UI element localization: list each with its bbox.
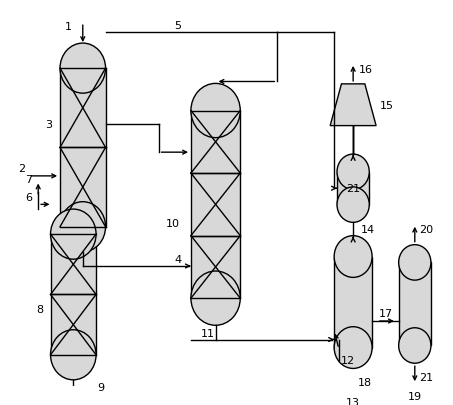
- Text: 10: 10: [165, 219, 179, 229]
- Text: 8: 8: [36, 304, 43, 314]
- Text: 14: 14: [361, 224, 375, 234]
- Polygon shape: [330, 85, 376, 126]
- Ellipse shape: [399, 245, 431, 280]
- Text: 4: 4: [174, 255, 181, 265]
- Text: 12: 12: [341, 356, 355, 365]
- Ellipse shape: [60, 202, 106, 252]
- Text: 20: 20: [419, 225, 434, 235]
- Bar: [51, 234, 96, 355]
- Text: 16: 16: [359, 64, 373, 75]
- Text: 6: 6: [25, 192, 33, 202]
- Text: 21: 21: [419, 372, 434, 382]
- Bar: [60, 69, 106, 227]
- Ellipse shape: [399, 328, 431, 363]
- Text: 21: 21: [346, 184, 360, 194]
- Ellipse shape: [334, 236, 372, 278]
- Text: 11: 11: [200, 328, 214, 338]
- Text: 17: 17: [378, 309, 392, 319]
- Text: 15: 15: [380, 100, 394, 111]
- Ellipse shape: [191, 84, 240, 139]
- Ellipse shape: [334, 327, 372, 369]
- Ellipse shape: [337, 188, 369, 223]
- Text: 5: 5: [174, 21, 181, 31]
- Text: 9: 9: [97, 382, 104, 392]
- Ellipse shape: [60, 44, 106, 94]
- Bar: [191, 111, 240, 298]
- Text: 3: 3: [45, 119, 53, 129]
- Bar: [334, 257, 372, 348]
- Text: 2: 2: [18, 164, 25, 174]
- Text: 19: 19: [408, 392, 422, 401]
- Text: 1: 1: [64, 22, 72, 32]
- Ellipse shape: [51, 209, 96, 260]
- Bar: [337, 173, 369, 205]
- Text: 13: 13: [346, 396, 360, 405]
- Ellipse shape: [191, 271, 240, 326]
- Text: 18: 18: [358, 377, 372, 387]
- Text: 7: 7: [25, 174, 33, 184]
- Bar: [399, 263, 431, 345]
- Ellipse shape: [337, 155, 369, 190]
- Ellipse shape: [51, 330, 96, 380]
